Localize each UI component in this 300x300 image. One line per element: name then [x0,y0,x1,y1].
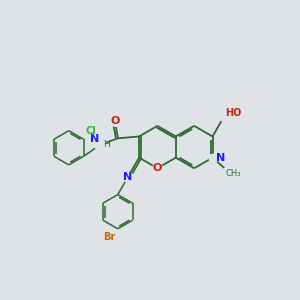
Text: CH₃: CH₃ [226,169,241,178]
Text: O: O [153,163,162,173]
Text: N: N [90,134,99,144]
Text: H: H [103,140,110,149]
Text: HO: HO [225,108,241,118]
Text: O: O [110,116,120,126]
Text: N: N [216,153,226,163]
Text: Cl: Cl [86,126,97,136]
Text: N: N [123,172,133,182]
Text: Br: Br [103,232,116,242]
